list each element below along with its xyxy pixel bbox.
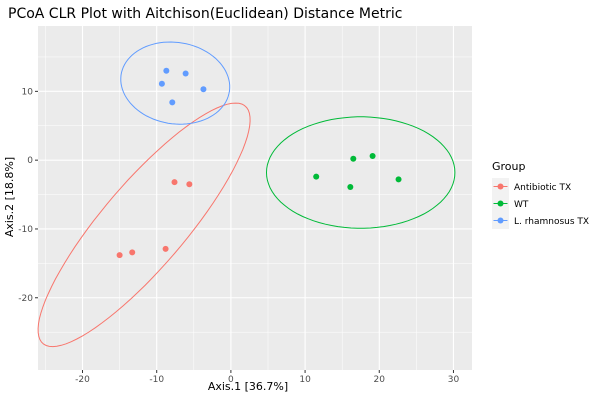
y-tick-label: 0 <box>27 156 33 166</box>
group-ellipses <box>37 41 456 348</box>
data-point <box>169 99 176 106</box>
major-gridlines <box>38 26 472 370</box>
plot-panel <box>38 26 472 370</box>
data-point <box>129 249 136 256</box>
data-point <box>186 181 193 188</box>
data-point <box>395 176 402 183</box>
legend-key-point <box>497 217 504 224</box>
chart-title: PCoA CLR Plot with Aitchison(Euclidean) … <box>8 6 402 22</box>
x-tick-label: -10 <box>149 375 164 385</box>
legend-label: WT <box>514 200 529 210</box>
data-point <box>313 173 320 180</box>
y-tick-label: 10 <box>22 87 34 97</box>
x-tick-label: -20 <box>75 375 90 385</box>
y-axis-ticks: -20 -10 0 10 <box>18 87 38 304</box>
legend-label: L. rhamnosus TX <box>514 217 589 227</box>
data-point <box>182 70 189 77</box>
x-tick-label: 20 <box>374 375 386 385</box>
data-point <box>116 252 123 259</box>
y-tick-label: -20 <box>18 294 33 304</box>
confidence-ellipse <box>120 41 231 125</box>
x-tick-label: 10 <box>299 375 311 385</box>
data-point <box>163 67 170 74</box>
legend-key-point <box>497 200 504 207</box>
data-point <box>347 183 354 190</box>
minor-gridlines <box>38 26 472 370</box>
x-axis-ticks: -20 -10 0 10 20 30 <box>75 370 459 385</box>
y-axis-title: Axis.2 [18.8%] <box>3 157 16 237</box>
x-axis-title: Axis.1 [36.7%] <box>208 380 288 393</box>
data-point <box>171 179 178 186</box>
legend-title: Group <box>492 160 526 173</box>
legend-key-point <box>497 183 504 190</box>
data-point <box>350 155 357 162</box>
data-point <box>162 245 169 252</box>
data-point <box>158 80 165 87</box>
data-points <box>116 67 402 259</box>
y-tick-label: -10 <box>18 225 33 235</box>
x-tick-label: 30 <box>448 375 460 385</box>
legend: Group Antibiotic TX WT L. rhamnosus TX <box>492 160 589 229</box>
x-tick-label: 0 <box>228 375 234 385</box>
confidence-ellipse <box>37 102 251 348</box>
confidence-ellipse <box>265 116 456 229</box>
legend-label: Antibiotic TX <box>514 183 571 193</box>
data-point <box>200 86 207 93</box>
data-point <box>369 153 376 160</box>
